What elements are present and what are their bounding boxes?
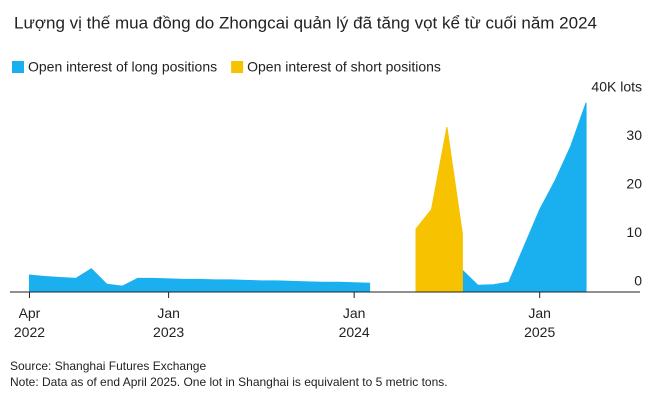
note: Note: Data as of end April 2025. One lot…	[10, 375, 448, 389]
area	[28, 268, 371, 293]
legend-label: Open interest of short positions	[247, 59, 441, 75]
y-tick-label: 20	[626, 176, 642, 192]
legend-swatch	[12, 61, 24, 73]
x-tick-label: Jan 2023	[153, 305, 184, 340]
x-tick-label: Apr 2022	[14, 305, 45, 340]
x-tick-label: Jan 2024	[339, 305, 370, 340]
x-tick-label: Jan 2025	[524, 305, 555, 340]
area	[461, 102, 587, 293]
y-tick-label: 10	[626, 224, 642, 240]
chart-title: Lượng vị thế mua đồng do Zhongcai quản l…	[14, 13, 597, 32]
legend-swatch	[231, 61, 244, 73]
source: Source: Shanghai Futures Exchange	[10, 359, 206, 373]
y-tick-label: 30	[626, 127, 642, 143]
area	[415, 127, 463, 293]
legend-label: Open interest of long positions	[28, 59, 217, 75]
y-tick-label: 40K lots	[591, 79, 642, 95]
y-tick-label: 0	[634, 273, 642, 289]
